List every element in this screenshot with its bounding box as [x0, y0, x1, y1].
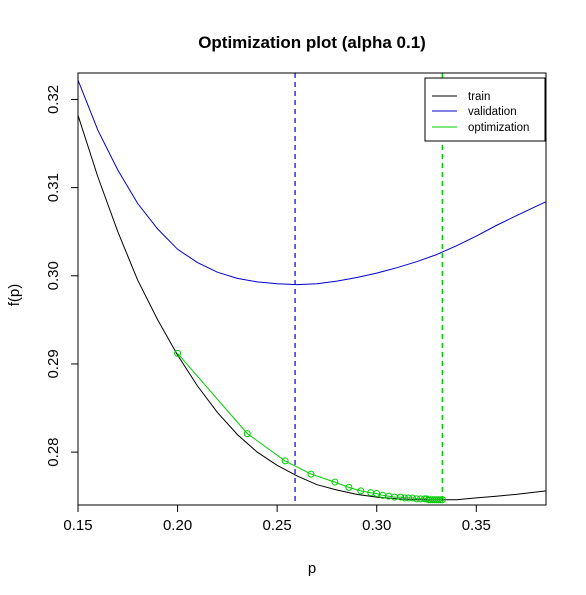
series-line-train — [77, 115, 547, 501]
optimization-point — [307, 470, 315, 478]
optimization-point — [438, 496, 446, 504]
optimization-point — [413, 495, 421, 503]
series-line-optimization — [177, 353, 443, 501]
optimization-point — [405, 494, 413, 502]
legend: train validation optimization — [424, 77, 546, 142]
x-axis-label: p — [308, 560, 316, 577]
legend-label-validation: validation — [468, 106, 517, 118]
y-tick-label: 0.31 — [45, 173, 62, 202]
optimization-point — [409, 494, 417, 502]
x-tick-label: 0.35 — [462, 517, 491, 534]
x-tick-label: 0.25 — [263, 517, 292, 534]
legend-label-optimization: optimization — [468, 122, 529, 134]
x-tick-label: 0.30 — [362, 517, 391, 534]
y-axis-label: f(p) — [6, 284, 23, 307]
x-tick-label: 0.15 — [63, 517, 92, 534]
y-tick-label: 0.32 — [45, 85, 62, 114]
chart-title: Optimization plot (alpha 0.1) — [198, 33, 426, 52]
y-tick-label: 0.30 — [45, 261, 62, 290]
optimization-point — [357, 487, 365, 495]
optimization-point — [243, 430, 251, 438]
optimization-point — [331, 478, 339, 486]
optimization-point — [281, 457, 289, 465]
optimization-point — [434, 496, 442, 504]
x-tick-label: 0.20 — [163, 517, 192, 534]
optimization-point — [397, 493, 405, 501]
y-tick-label: 0.29 — [45, 349, 62, 378]
optimization-point — [345, 483, 353, 491]
legend-label-train: train — [468, 91, 490, 103]
optimization-point — [436, 496, 444, 504]
series-line-validation — [77, 79, 547, 286]
plot-frame — [77, 72, 547, 506]
plot-area — [77, 73, 547, 505]
optimization-point — [401, 494, 409, 502]
legend-box — [424, 77, 546, 142]
optimization-point — [174, 349, 182, 357]
y-tick-label: 0.28 — [45, 438, 62, 467]
axes: 0.15 0.20 0.25 0.30 0.35 0.28 0.29 0.30 0.31 0.32 — [45, 72, 547, 534]
